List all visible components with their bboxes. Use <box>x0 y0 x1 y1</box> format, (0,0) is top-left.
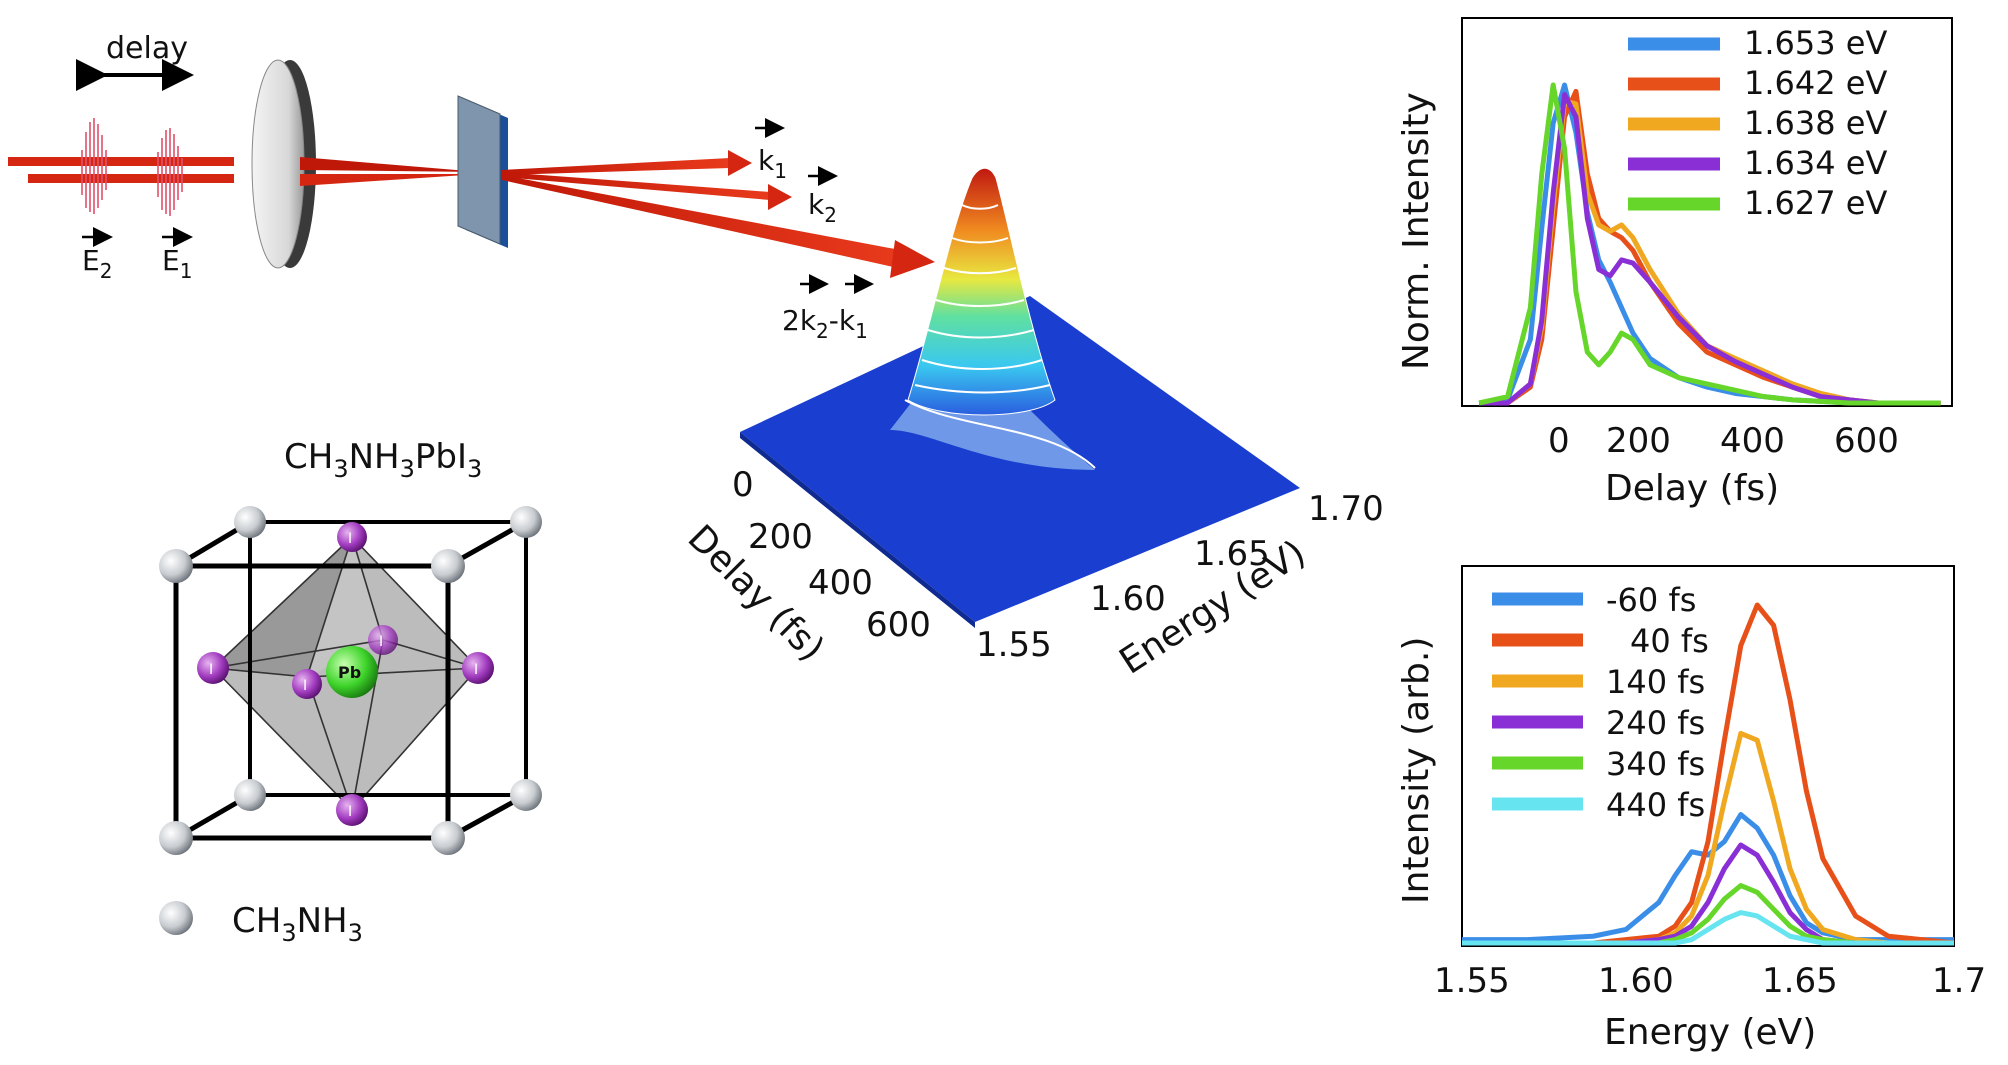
lead-atom: Pb <box>326 646 378 698</box>
delay-chart-legend: 1.653 eV 1.642 eV 1.638 eV 1.634 eV 1.62… <box>1628 24 1887 222</box>
series-line <box>1462 812 1954 943</box>
legend-label: 1.642 eV <box>1744 64 1887 102</box>
surface-energy-ticks: 1.55 1.60 1.65 1.70 <box>976 489 1384 665</box>
beam-k2-head <box>768 184 792 210</box>
delay-chart-lines <box>1478 82 1941 406</box>
surface-contours <box>904 204 1096 469</box>
x-tick-label: 600 <box>1834 421 1899 461</box>
beam-k2 <box>502 172 770 200</box>
legend-label: 1.634 eV <box>1744 144 1887 182</box>
setup-diagram: delay E2 E1 <box>8 31 935 343</box>
surface-delay-tick: 400 <box>808 563 873 603</box>
iodide-label: I <box>303 678 307 694</box>
surface-energy-tick: 1.70 <box>1308 489 1384 529</box>
signal-label: 2k2-k1 <box>782 304 868 343</box>
legend-label: 140 fs <box>1606 663 1705 701</box>
x-tick-label: 200 <box>1606 421 1671 461</box>
x-tick-label: 1.55 <box>1434 961 1510 1001</box>
series-line <box>1462 602 1955 946</box>
focus-beams <box>300 157 480 172</box>
pulse-e2 <box>81 118 107 214</box>
beam-k1-head <box>728 150 752 176</box>
energy-chart: -60 fs 40 fs 140 fs 240 fs 340 fs 440 fs… <box>1396 565 1986 1053</box>
surface-energy-tick: 1.60 <box>1090 579 1166 619</box>
series-line <box>1462 910 1954 946</box>
legend-label: 340 fs <box>1606 745 1705 783</box>
surface-delay-tick: 200 <box>748 517 813 557</box>
legend-label: -60 fs <box>1606 581 1696 619</box>
energy-chart-xlabel: Energy (eV) <box>1604 1012 1816 1053</box>
surface-delay-tick: 600 <box>866 605 931 645</box>
x-tick-label: 1.65 <box>1762 961 1838 1001</box>
iodide-label: I <box>474 662 478 678</box>
sample <box>457 95 508 248</box>
delay-label: delay <box>106 31 188 66</box>
legend-ch3nh3-sphere <box>159 901 193 935</box>
ch3nh3-atoms <box>159 506 542 855</box>
beam-k1 <box>502 158 730 175</box>
x-tick-label: 1.60 <box>1598 961 1674 1001</box>
surface-delay-tick: 0 <box>732 465 754 505</box>
delay-chart-xlabel: Delay (fs) <box>1605 468 1779 509</box>
series-line <box>1478 82 1941 406</box>
beam-e1 <box>28 174 234 183</box>
x-tick-label: 0 <box>1548 421 1570 461</box>
pulse-e1 <box>157 128 183 216</box>
surface-plot: 0 200 400 600 Delay (fs) 1.55 1.60 1.65 … <box>680 167 1384 683</box>
k2-label: k2 <box>808 188 837 227</box>
legend-label: 440 fs <box>1606 786 1705 824</box>
e2-label: E2 <box>82 244 112 283</box>
e1-label: E1 <box>162 244 192 283</box>
crystal-formula: CH3NH3PbI3 <box>284 437 482 483</box>
legend-ch3nh3-label: CH3NH3 <box>232 901 363 947</box>
x-tick-label: 1.7 <box>1932 961 1986 1001</box>
legend-label: 1.638 eV <box>1744 104 1887 142</box>
delay-chart: 1.653 eV 1.642 eV 1.638 eV 1.634 eV 1.62… <box>1396 17 1953 509</box>
x-tick-label: 400 <box>1720 421 1785 461</box>
energy-chart-ticks: 1.55 1.60 1.65 1.7 <box>1434 961 1986 1001</box>
beam-signal <box>502 175 900 268</box>
energy-chart-ylabel: Intensity (arb.) <box>1396 637 1437 904</box>
lens <box>251 59 316 269</box>
beam-e2 <box>8 157 234 166</box>
energy-chart-legend: -60 fs 40 fs 140 fs 240 fs 340 fs 440 fs <box>1492 581 1709 824</box>
focus-beams-2 <box>300 174 480 186</box>
beam-signal-head <box>890 240 935 278</box>
surface-energy-tick: 1.55 <box>976 625 1052 665</box>
energy-chart-lines <box>1462 602 1955 946</box>
iodide-label: I <box>379 634 383 650</box>
iodide-label: I <box>348 804 352 820</box>
iodide-atoms-front: I I <box>292 669 368 826</box>
k1-label: k1 <box>758 144 787 183</box>
lead-label: Pb <box>338 663 361 682</box>
surface-delay-ticks: 0 200 400 600 <box>732 465 931 645</box>
legend-label: 40 fs <box>1630 622 1709 660</box>
legend-label: 1.627 eV <box>1744 184 1887 222</box>
iodide-atoms: I I I I <box>197 522 494 684</box>
delay-chart-ticks: 0 200 400 600 <box>1548 421 1899 461</box>
series-line <box>1479 92 1941 406</box>
surface-plane-shade <box>740 432 975 628</box>
iodide-label: I <box>348 531 352 547</box>
legend-label: 1.653 eV <box>1744 24 1887 62</box>
legend-label: 240 fs <box>1606 704 1705 742</box>
crystal-structure: CH3NH3PbI3 <box>159 437 542 947</box>
surface-peak <box>907 167 1056 416</box>
iodide-label: I <box>209 662 213 678</box>
delay-chart-ylabel: Norm. Intensity <box>1396 92 1437 370</box>
energy-chart-frame <box>1461 565 1955 947</box>
surface-energy-tick: 1.65 <box>1194 534 1270 574</box>
